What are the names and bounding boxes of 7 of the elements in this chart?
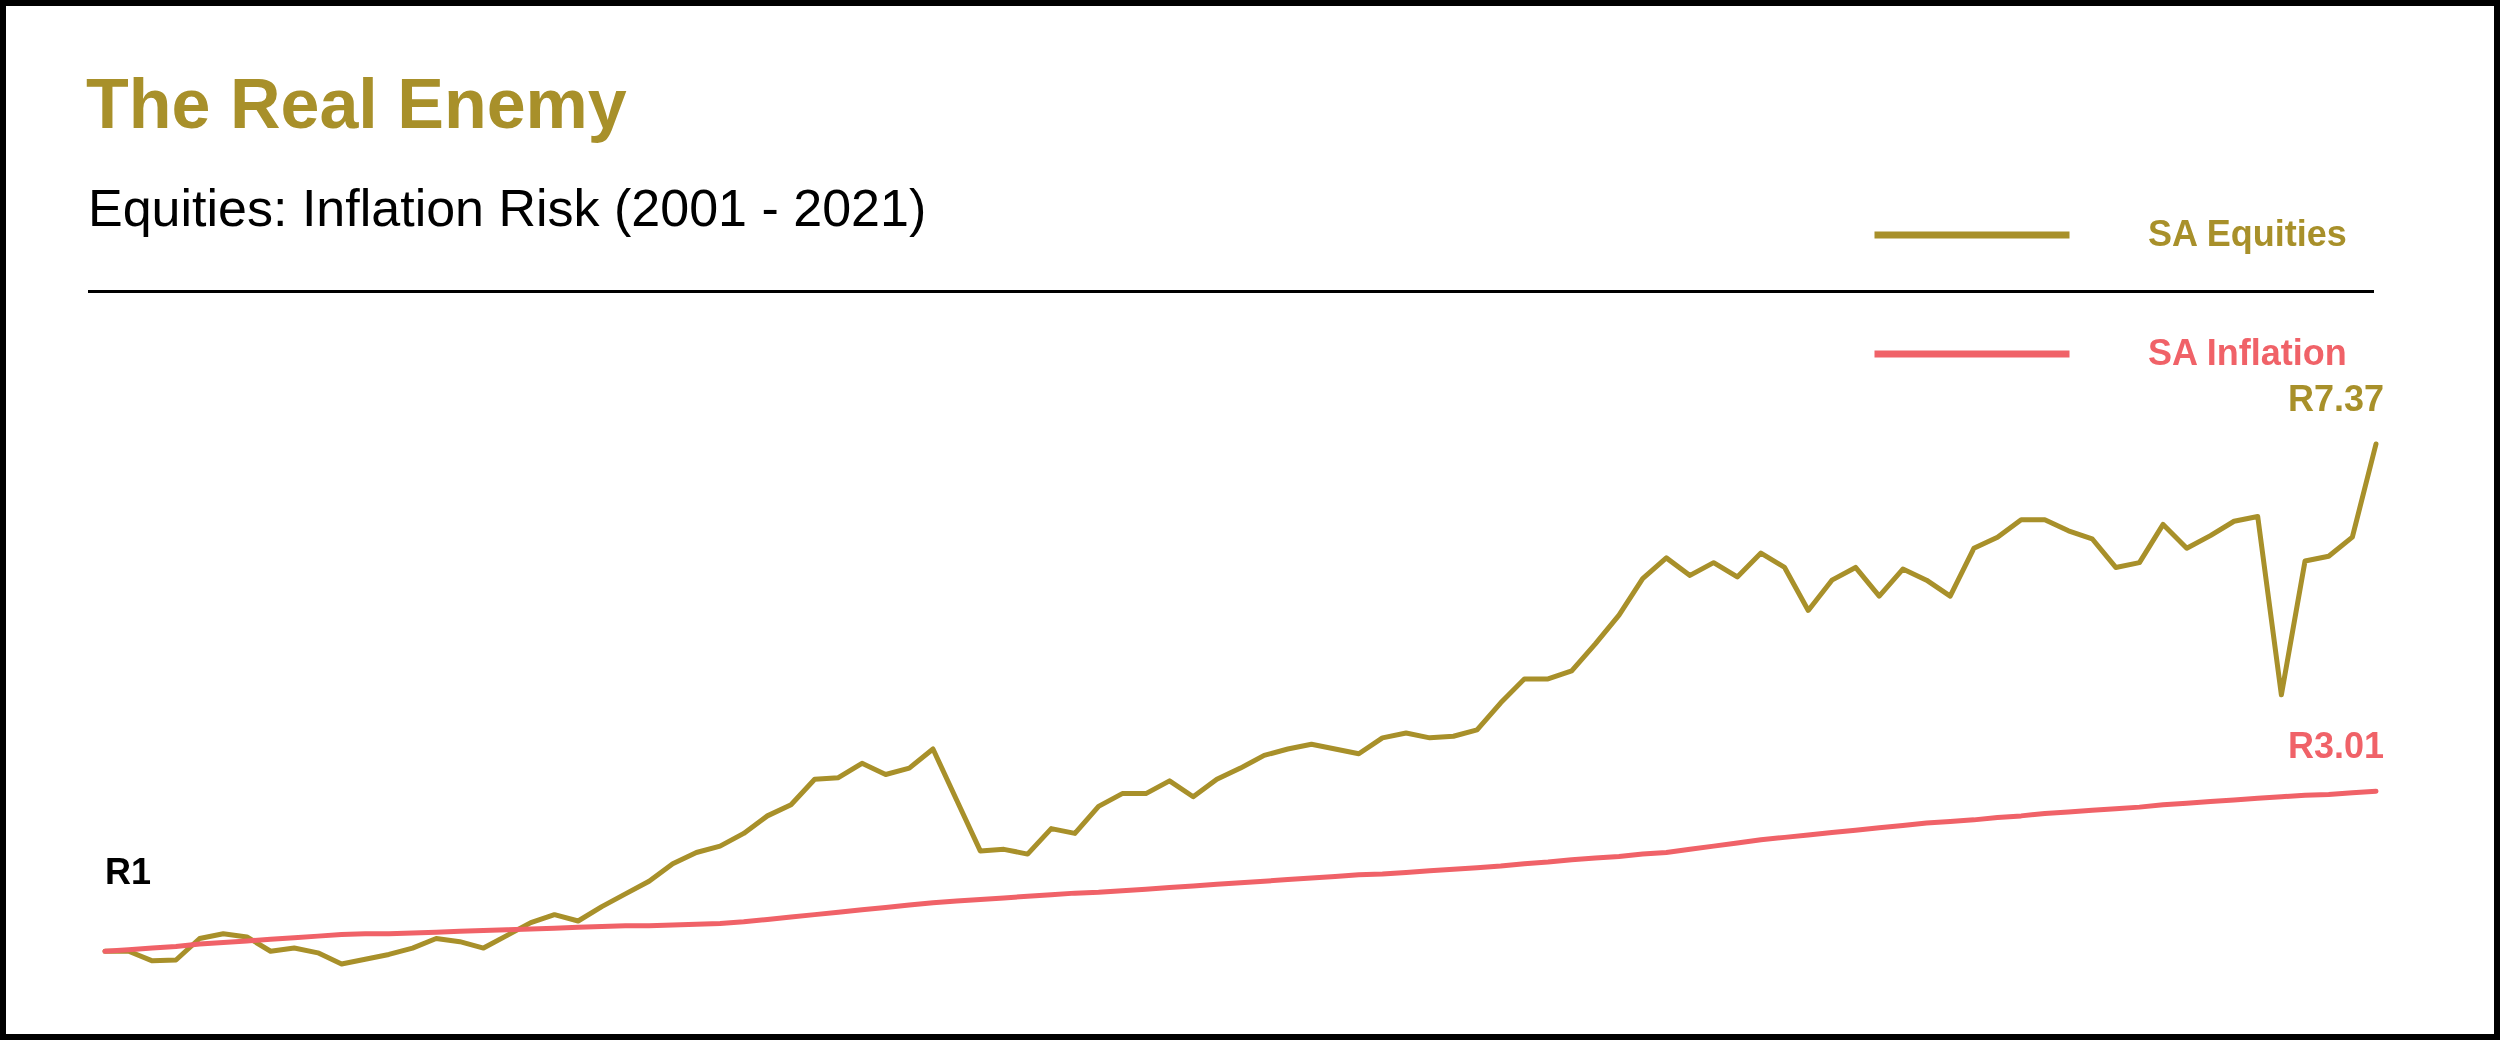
chart-title: The Real Enemy xyxy=(86,64,627,144)
data-label: R7.37 xyxy=(2287,378,2384,419)
annotation: R1 xyxy=(105,851,152,893)
text: SA Inflation xyxy=(2148,332,2347,373)
data-label: R3.01 xyxy=(2287,725,2384,767)
chart-subtitle: Equities: Inflation Risk (2001 - 2021) xyxy=(88,178,927,238)
text: SA Equities xyxy=(2148,213,2347,254)
